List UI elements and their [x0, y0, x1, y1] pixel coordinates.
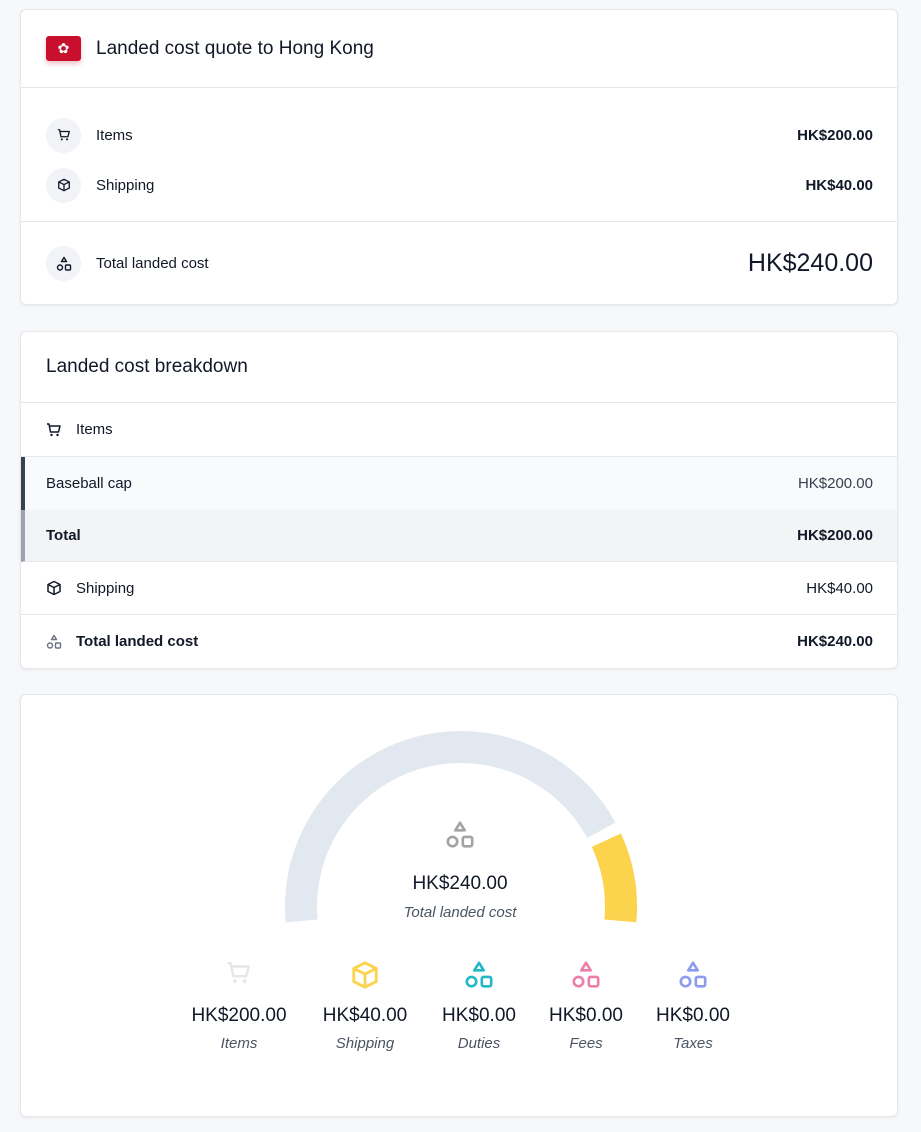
stat-value: HK$200.00: [191, 1005, 287, 1026]
stat-items: HK$200.00 Items: [174, 960, 304, 1052]
gauge-total: HK$240.00: [412, 873, 508, 894]
stat-label: Fees: [569, 1035, 603, 1052]
breakdown-title: Landed cost breakdown: [21, 332, 897, 403]
quote-row-items: Items HK$200.00: [21, 110, 897, 160]
box-icon: [46, 580, 62, 596]
stat-value: HK$40.00: [322, 1005, 408, 1026]
items-total-value: HK$200.00: [797, 527, 873, 544]
stat-shipping: HK$40.00 Shipping: [300, 960, 430, 1052]
gauge-chart: [285, 731, 637, 923]
cart-icon: [46, 422, 62, 438]
breakdown-card: Landed cost breakdown Items Baseball cap…: [20, 331, 898, 669]
stat-taxes: HK$0.00 Taxes: [628, 960, 758, 1052]
total-label: Total landed cost: [96, 255, 209, 272]
quote-card: ✿ Landed cost quote to Hong Kong Items H…: [20, 9, 898, 305]
cart-icon: [46, 117, 81, 153]
hong-kong-flag-icon: ✿: [46, 36, 81, 61]
stat-label: Shipping: [335, 1035, 395, 1052]
gauge-segment-items: [285, 731, 616, 923]
shapes-icon: [46, 634, 62, 650]
stat-value: HK$0.00: [549, 1005, 623, 1026]
item-row: Baseball cap HK$200.00: [21, 457, 897, 510]
item-value: HK$200.00: [797, 475, 873, 492]
shapes-icon: [46, 246, 81, 281]
row-value: HK$40.00: [805, 176, 873, 194]
shapes-icon: [445, 820, 475, 850]
gauge-card: HK$240.00 Total landed cost HK$200.00 Ite…: [20, 694, 898, 1117]
shipping-label: Shipping: [76, 579, 135, 597]
item-name: Baseball cap: [46, 475, 132, 492]
stat-value: HK$0.00: [442, 1005, 516, 1026]
shapes-icon: [464, 960, 494, 990]
total-landed-row: Total landed cost HK$240.00: [21, 615, 897, 668]
total-label: Total landed cost: [76, 633, 199, 650]
shapes-icon: [571, 960, 601, 990]
stat-fees: HK$0.00 Fees: [521, 960, 651, 1052]
row-label: Shipping: [96, 176, 155, 194]
items-total-row: Total HK$200.00: [21, 510, 897, 562]
cart-icon: [226, 960, 252, 986]
total-value: HK$240.00: [797, 633, 873, 650]
gauge-total-label: Total landed cost: [403, 904, 517, 921]
quote-title: Landed cost quote to Hong Kong: [96, 37, 374, 59]
shapes-icon: [678, 960, 708, 990]
stat-value: HK$0.00: [656, 1005, 730, 1026]
quote-total-row: Total landed cost HK$240.00: [21, 221, 897, 305]
stat-label: Duties: [457, 1035, 501, 1052]
quote-row-shipping: Shipping HK$40.00: [21, 160, 897, 210]
box-icon: [46, 167, 81, 203]
stat-label: Items: [220, 1035, 258, 1052]
items-label: Items: [76, 421, 113, 438]
stat-duties: HK$0.00 Duties: [414, 960, 544, 1052]
items-total-label: Total: [46, 527, 81, 544]
total-value: HK$240.00: [747, 249, 873, 277]
row-label: Items: [96, 126, 133, 144]
gauge-segment-shipping: [591, 833, 637, 923]
box-icon: [350, 960, 380, 990]
items-section-header: Items: [21, 403, 897, 457]
row-value: HK$200.00: [797, 126, 873, 144]
shipping-row: Shipping HK$40.00: [21, 562, 897, 615]
stat-label: Taxes: [673, 1035, 713, 1052]
shipping-value: HK$40.00: [806, 579, 873, 597]
